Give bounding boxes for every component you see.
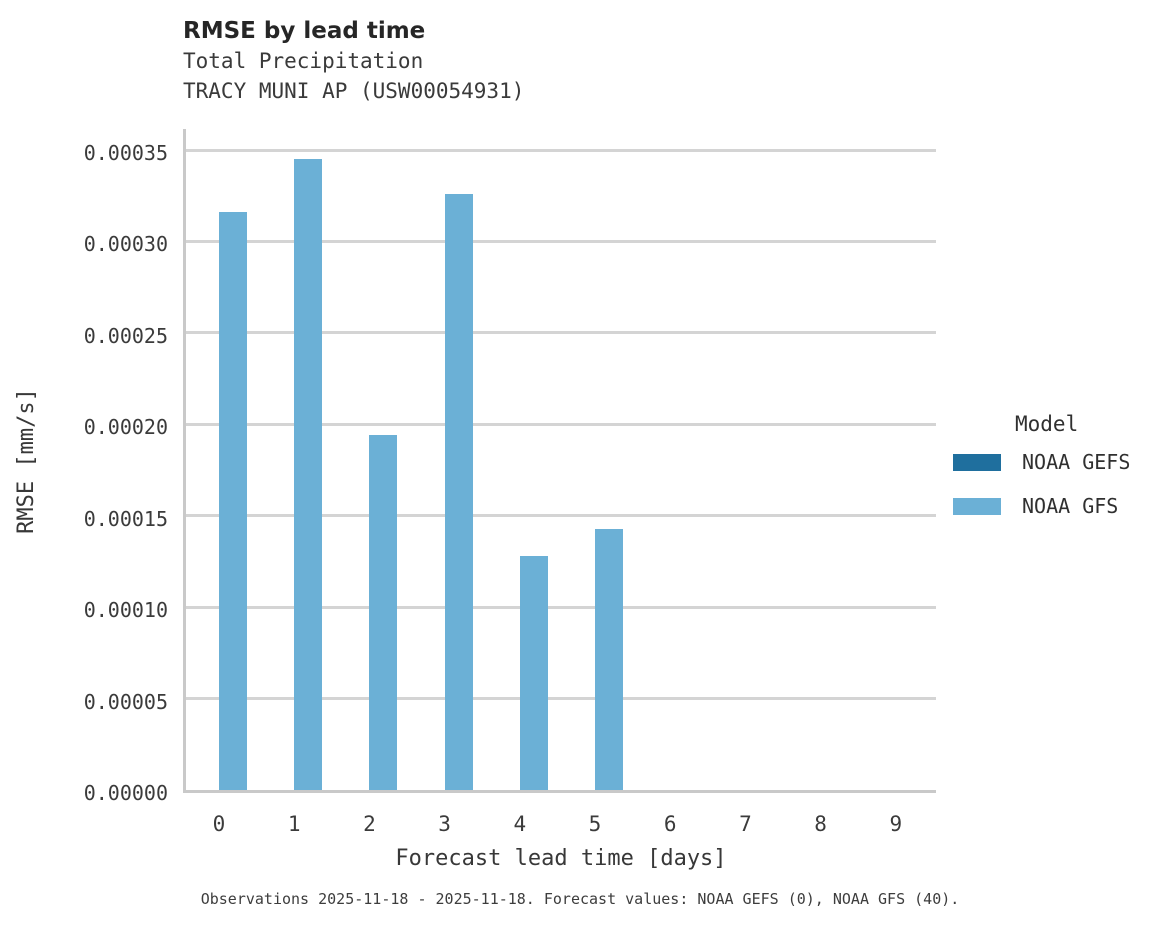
y-tick-label: 0.00010 (83, 598, 168, 623)
x-tick-label: 0 (212, 812, 226, 836)
bar-noaa-gfs-day-1 (294, 159, 323, 790)
legend-swatch-icon (953, 497, 1001, 515)
gridline (186, 331, 936, 335)
chart-caption: Observations 2025-11-18 - 2025-11-18. Fo… (200, 890, 960, 908)
bar-noaa-gfs-day-5 (595, 528, 623, 790)
chart-subtitle-station: TRACY MUNI AP (USW00054931) (183, 79, 525, 103)
legend: Model NOAA GEFS NOAA GFS (953, 412, 1130, 538)
chart-title: RMSE by lead time (183, 18, 426, 44)
y-tick-label: 0.00030 (83, 232, 168, 257)
x-tick-label: 9 (889, 812, 903, 836)
gridline (186, 239, 936, 243)
bar-noaa-gfs-day-0 (219, 212, 247, 790)
gridline (186, 148, 936, 152)
y-tick-label: 0.00035 (83, 141, 168, 165)
x-tick-label: 1 (287, 812, 301, 836)
legend-label: NOAA GEFS (1022, 450, 1131, 474)
x-tick-label: 4 (513, 812, 527, 836)
plot-area (183, 129, 936, 793)
x-tick-label: 6 (663, 812, 677, 836)
legend-entries: NOAA GEFS NOAA GFS (953, 450, 1130, 518)
x-tick-label: 3 (438, 812, 451, 836)
legend-title: Model (1015, 412, 1079, 436)
y-tick-label: 0.00025 (83, 323, 168, 348)
x-tick-label: 5 (588, 812, 602, 836)
legend-label: NOAA GFS (1022, 494, 1119, 518)
x-tick-label: 2 (363, 812, 376, 836)
bar-noaa-gfs-day-3 (444, 193, 473, 790)
y-axis-title: RMSE [mm/s] (14, 388, 39, 534)
legend-entry-noaa-gefs: NOAA GEFS (953, 450, 1130, 474)
bar-noaa-gfs-day-4 (519, 555, 548, 790)
y-tick-label: 0.00000 (83, 781, 168, 805)
y-tick-label: 0.00015 (83, 506, 168, 531)
gridline (186, 605, 936, 609)
gridline (186, 514, 936, 518)
x-tick-label: 7 (739, 812, 752, 836)
gridline (186, 697, 936, 701)
legend-entry-noaa-gfs: NOAA GFS (953, 494, 1130, 518)
bar-noaa-gfs-day-2 (369, 435, 398, 790)
y-tick-label: 0.00005 (83, 689, 168, 714)
x-tick-label: 8 (814, 812, 827, 836)
legend-swatch-icon (953, 453, 1001, 471)
chart-subtitle-variable: Total Precipitation (183, 49, 424, 73)
y-tick-label: 0.00020 (83, 415, 168, 440)
gridline (186, 422, 936, 426)
x-axis-title: Forecast lead time [days] (395, 846, 727, 871)
chart-header: RMSE by lead time Total Precipitation TR… (183, 16, 524, 106)
